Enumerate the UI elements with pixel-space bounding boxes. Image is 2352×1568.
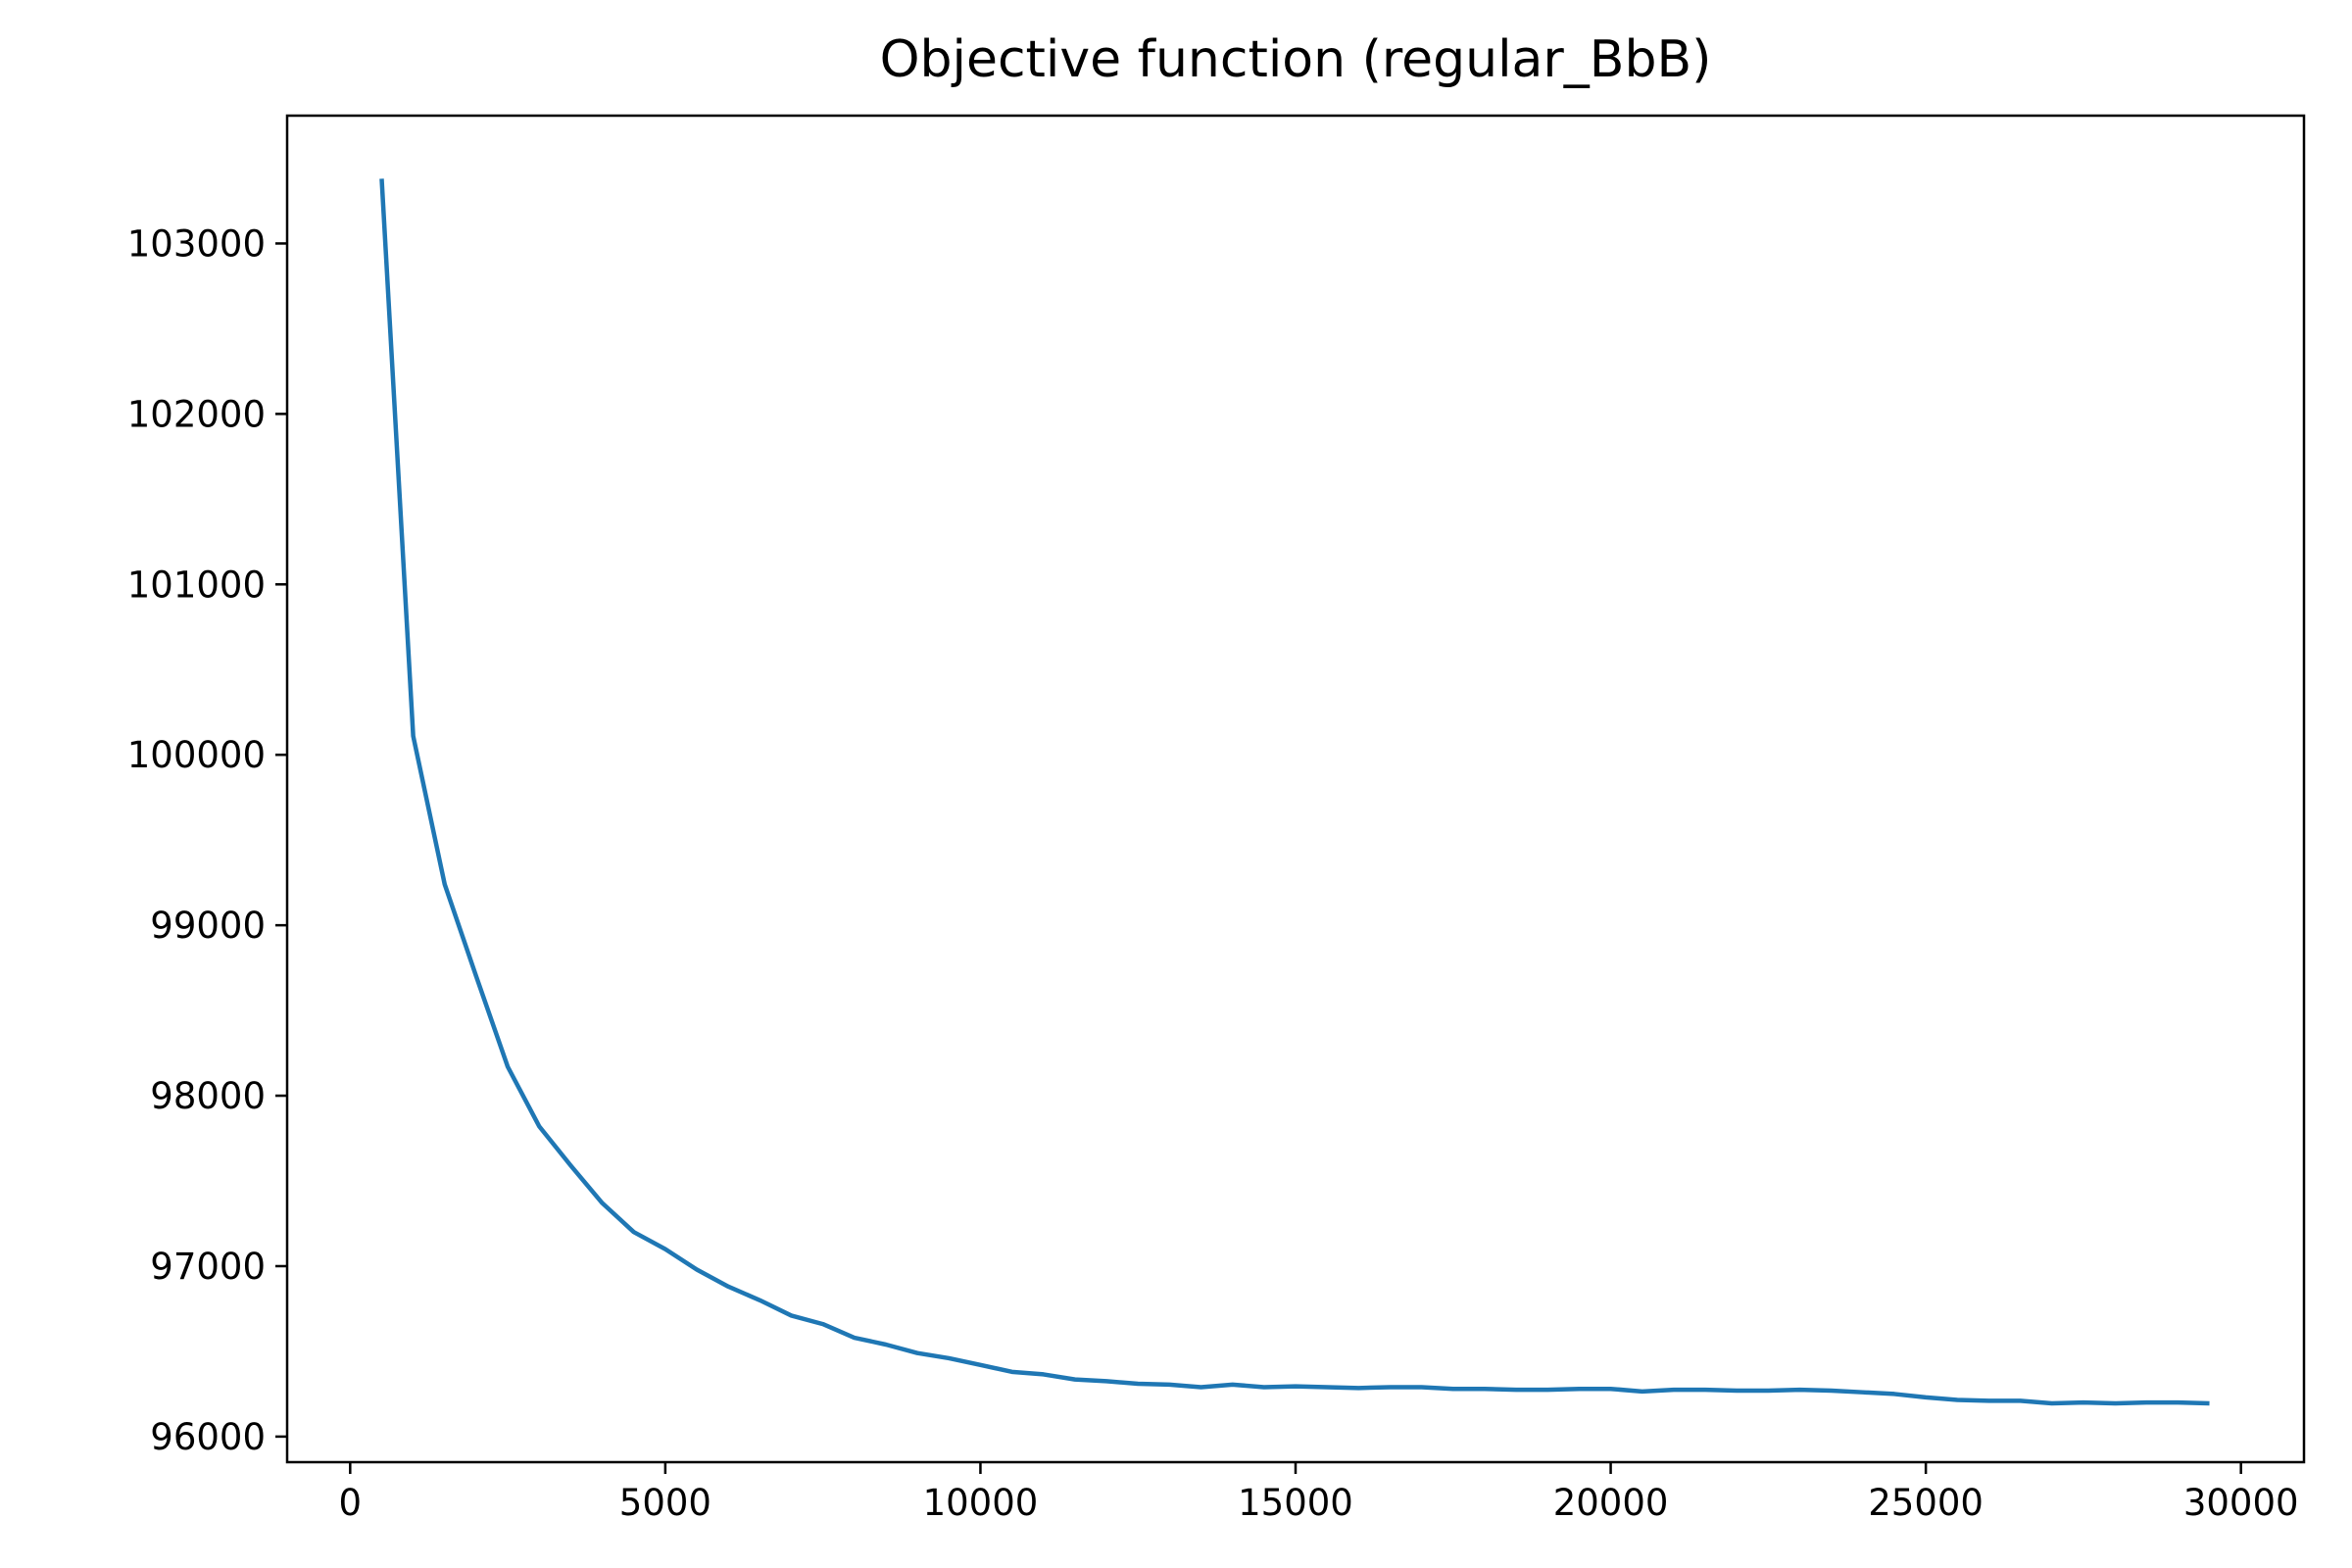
- y-tick-label: 100000: [127, 734, 266, 776]
- y-tick-label: 99000: [150, 905, 266, 947]
- y-tick-label: 103000: [127, 222, 266, 265]
- chart-title: Objective function (regular_BbB): [880, 30, 1712, 89]
- x-axis: 0 5000 10000 15000 20000 25000 30000: [339, 1462, 2299, 1524]
- x-tick-label: 30000: [2183, 1482, 2299, 1524]
- y-tick-label: 102000: [127, 393, 266, 435]
- y-tick-label: 97000: [150, 1246, 266, 1288]
- series-line-0: [379, 178, 2210, 1406]
- plot-area-frame: [285, 114, 2306, 1464]
- y-tick-label: 96000: [150, 1416, 266, 1458]
- x-tick-label: 25000: [1868, 1482, 1984, 1524]
- y-tick-label: 98000: [150, 1075, 266, 1117]
- x-tick-label: 20000: [1553, 1482, 1669, 1524]
- y-tick-label: 101000: [127, 564, 266, 606]
- x-tick-label: 5000: [619, 1482, 711, 1524]
- x-tick-label: 15000: [1238, 1482, 1353, 1524]
- series-layer: [379, 178, 2210, 1406]
- y-axis: 96000 97000 98000 99000 100000 101000 102000 10…: [127, 222, 287, 1458]
- x-tick-label: 10000: [923, 1482, 1039, 1524]
- x-tick-label: 0: [339, 1482, 363, 1524]
